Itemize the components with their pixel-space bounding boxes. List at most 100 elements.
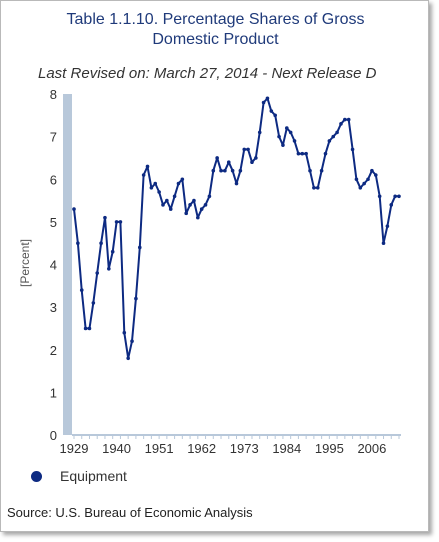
data-point[interactable] xyxy=(370,168,374,173)
data-point[interactable] xyxy=(145,164,150,169)
y-tick-label: 0 xyxy=(50,428,57,443)
data-point[interactable] xyxy=(211,168,216,173)
data-point[interactable] xyxy=(254,156,258,160)
data-point[interactable] xyxy=(122,330,127,335)
data-point[interactable] xyxy=(238,168,243,173)
data-point[interactable] xyxy=(184,211,189,216)
chart-title: Table 1.1.10. Percentage Shares of Gross… xyxy=(1,10,428,50)
data-point[interactable] xyxy=(261,100,266,105)
data-point[interactable] xyxy=(126,356,130,361)
data-point[interactable] xyxy=(118,220,123,224)
data-point[interactable] xyxy=(199,207,204,211)
y-tick-label: 5 xyxy=(50,215,57,230)
data-point[interactable] xyxy=(354,177,359,182)
x-tick-label: 1940 xyxy=(102,441,131,456)
data-point[interactable] xyxy=(72,207,76,211)
data-point[interactable] xyxy=(292,139,297,143)
data-point[interactable] xyxy=(168,207,173,211)
data-point[interactable] xyxy=(219,168,223,173)
x-tick-label: 1962 xyxy=(187,441,216,456)
data-point[interactable] xyxy=(304,151,308,156)
data-point[interactable] xyxy=(230,168,235,173)
data-point[interactable] xyxy=(331,134,336,139)
data-point[interactable] xyxy=(83,326,88,331)
data-point[interactable] xyxy=(242,147,247,152)
data-point[interactable] xyxy=(389,203,394,207)
data-point[interactable] xyxy=(346,117,351,122)
data-point[interactable] xyxy=(165,198,169,203)
data-point[interactable] xyxy=(377,194,382,199)
data-point[interactable] xyxy=(269,109,274,113)
data-point[interactable] xyxy=(284,126,289,130)
legend-marker-icon xyxy=(31,470,42,482)
data-point[interactable] xyxy=(107,266,111,271)
data-point[interactable] xyxy=(153,181,158,186)
data-point[interactable] xyxy=(223,168,227,173)
data-point[interactable] xyxy=(300,151,305,156)
data-point[interactable] xyxy=(246,147,250,152)
data-point[interactable] xyxy=(373,173,378,177)
x-tick-label: 1973 xyxy=(230,441,259,456)
data-point[interactable] xyxy=(114,220,119,224)
x-tick-label: 1995 xyxy=(315,441,344,456)
x-tick-label: 1929 xyxy=(60,441,89,456)
data-point[interactable] xyxy=(99,241,103,245)
legend[interactable]: Equipment xyxy=(31,468,127,484)
data-point[interactable] xyxy=(76,241,80,245)
x-tick-label: 2006 xyxy=(357,441,386,456)
data-point[interactable] xyxy=(79,288,84,292)
series-line-equipment xyxy=(73,97,399,360)
y-tick-label: 2 xyxy=(50,343,57,358)
data-point[interactable] xyxy=(296,151,301,156)
data-point[interactable] xyxy=(87,326,92,331)
data-point[interactable] xyxy=(366,177,370,182)
data-point[interactable] xyxy=(149,185,154,190)
data-point[interactable] xyxy=(110,249,115,254)
data-point[interactable] xyxy=(207,194,212,199)
data-point[interactable] xyxy=(130,339,134,344)
data-point[interactable] xyxy=(215,156,219,160)
data-point[interactable] xyxy=(134,296,138,301)
data-point[interactable] xyxy=(203,203,208,207)
data-point[interactable] xyxy=(91,301,96,305)
data-point[interactable] xyxy=(327,139,332,143)
y-tick-label: 1 xyxy=(50,385,57,400)
data-point[interactable] xyxy=(250,160,254,164)
data-point[interactable] xyxy=(273,113,277,118)
data-point[interactable] xyxy=(339,122,343,126)
data-point[interactable] xyxy=(381,241,386,245)
data-point[interactable] xyxy=(323,151,328,156)
data-point[interactable] xyxy=(188,203,192,207)
data-point[interactable] xyxy=(95,271,100,275)
chart-title-line-1: Table 1.1.10. Percentage Shares of Gross xyxy=(66,11,365,28)
data-point[interactable] xyxy=(196,215,200,220)
data-point[interactable] xyxy=(358,185,363,190)
data-point[interactable] xyxy=(265,96,270,101)
data-point[interactable] xyxy=(350,147,355,152)
data-point[interactable] xyxy=(397,194,401,199)
data-point[interactable] xyxy=(281,143,285,147)
data-point[interactable] xyxy=(319,168,324,173)
data-point[interactable] xyxy=(103,215,107,220)
data-point[interactable] xyxy=(343,117,347,122)
data-point[interactable] xyxy=(288,130,293,135)
data-point[interactable] xyxy=(308,168,312,173)
data-point[interactable] xyxy=(315,185,320,190)
data-point[interactable] xyxy=(257,130,262,135)
data-point[interactable] xyxy=(277,134,281,139)
data-point[interactable] xyxy=(172,194,177,199)
data-point[interactable] xyxy=(393,194,397,199)
data-point[interactable] xyxy=(157,190,161,194)
data-point[interactable] xyxy=(176,181,181,186)
data-point[interactable] xyxy=(137,245,142,250)
data-point[interactable] xyxy=(362,181,366,186)
data-point[interactable] xyxy=(234,181,239,186)
data-point[interactable] xyxy=(192,198,196,203)
data-point[interactable] xyxy=(226,160,231,164)
data-point[interactable] xyxy=(141,173,146,177)
data-point[interactable] xyxy=(180,177,185,182)
data-point[interactable] xyxy=(312,185,316,190)
data-point[interactable] xyxy=(335,130,339,135)
data-point[interactable] xyxy=(385,224,390,228)
data-point[interactable] xyxy=(161,203,165,207)
